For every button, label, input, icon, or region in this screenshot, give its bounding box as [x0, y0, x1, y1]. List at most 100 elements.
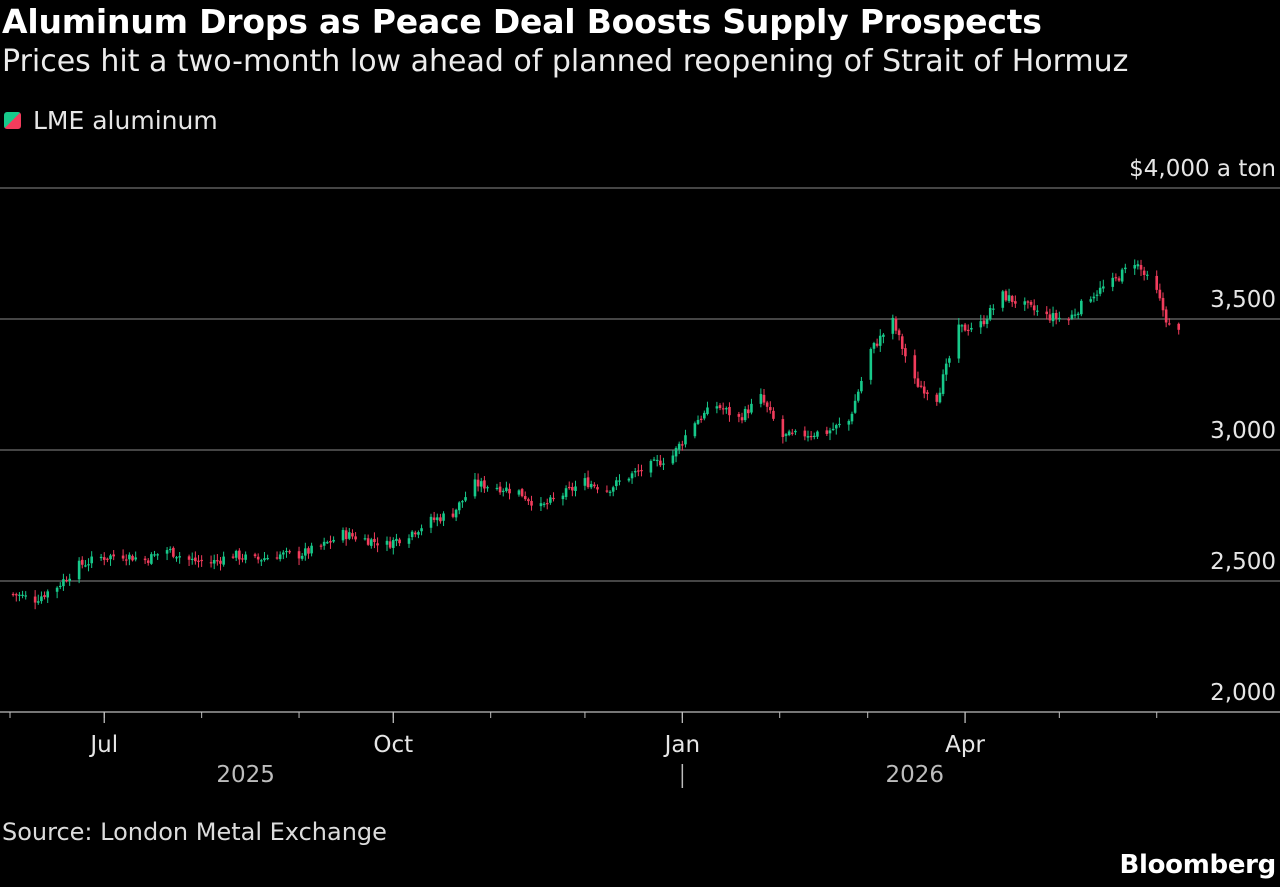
y-tick-label: $4,000 a ton	[1129, 156, 1276, 182]
candle-down	[1067, 319, 1071, 321]
candle-down	[388, 541, 392, 548]
candle-up	[178, 556, 181, 558]
candle-up	[948, 358, 951, 363]
candle-up	[1073, 314, 1077, 316]
candle-down	[307, 548, 310, 554]
candle-down	[329, 540, 332, 543]
candle-up	[684, 435, 687, 445]
candle-down	[605, 490, 609, 492]
candle-up	[941, 374, 945, 394]
source-note: Source: London Metal Exchange	[2, 818, 387, 846]
candle-down	[527, 499, 530, 502]
candle-down	[1004, 291, 1008, 301]
candle-up	[517, 490, 521, 495]
candle-down	[637, 470, 640, 472]
candle-up	[743, 408, 747, 421]
candle-down	[919, 385, 923, 387]
candle-up	[1036, 310, 1039, 312]
candle-down	[439, 517, 442, 522]
candle-down	[728, 407, 731, 416]
candle-down	[926, 392, 929, 394]
candle-up	[153, 554, 156, 556]
candle-up	[310, 545, 313, 554]
candle-up	[992, 308, 995, 310]
candle-down	[200, 559, 203, 562]
candle-down	[146, 560, 150, 563]
candle-up	[564, 488, 568, 497]
candle-up	[671, 455, 675, 464]
candle-up	[266, 557, 269, 560]
candle-up	[662, 463, 665, 465]
candle-down	[172, 547, 175, 557]
candle-down	[1155, 275, 1159, 290]
candle-down	[1139, 265, 1143, 270]
candle-up	[882, 334, 885, 337]
candle-up	[693, 423, 697, 437]
candle-down	[297, 551, 301, 559]
candle-down	[238, 550, 241, 560]
candle-down	[825, 430, 829, 434]
candle-down	[1167, 323, 1171, 325]
x-tick-label: Jul	[88, 732, 118, 758]
candle-down	[102, 557, 106, 560]
candle-up	[878, 335, 882, 346]
candle-up	[828, 430, 832, 434]
candle-up	[812, 435, 816, 437]
candle-up	[869, 349, 873, 380]
candle-down	[288, 551, 291, 553]
candle-up	[326, 542, 329, 544]
candle-down	[241, 558, 244, 560]
candle-up	[1007, 295, 1011, 302]
candle-up	[674, 448, 678, 457]
candle-up	[1136, 264, 1140, 267]
bloomberg-logo: Bloomberg	[1119, 850, 1276, 880]
candle-up	[816, 431, 819, 437]
candle-down	[1164, 309, 1168, 323]
candle-up	[677, 443, 681, 450]
candle-up	[300, 555, 304, 559]
candle-down	[366, 538, 370, 545]
candle-down	[256, 556, 260, 560]
candle-up	[435, 517, 439, 521]
candle-down	[894, 318, 898, 331]
x-tick-label: Apr	[945, 732, 985, 758]
candle-up	[806, 436, 810, 438]
candle-down	[1010, 295, 1014, 302]
candle-down	[718, 405, 722, 409]
candle-up	[539, 503, 543, 507]
candle-up	[501, 490, 505, 492]
candle-up	[1080, 300, 1083, 315]
candle-up	[234, 550, 238, 558]
y-tick-label: 3,000	[1210, 418, 1276, 444]
candle-up	[175, 557, 178, 559]
candle-up	[363, 538, 367, 540]
candle-down	[1014, 301, 1017, 304]
candle-down	[194, 557, 197, 562]
candle-up	[618, 480, 621, 482]
candle-down	[567, 486, 571, 489]
candle-up	[304, 548, 307, 556]
candle-up	[794, 430, 797, 433]
candle-up	[938, 392, 942, 403]
candle-down	[451, 513, 455, 517]
candle-up	[84, 565, 87, 567]
candle-up	[1001, 291, 1005, 308]
candle-down	[483, 480, 486, 489]
candle-down	[1026, 301, 1030, 303]
candle-up	[263, 558, 266, 561]
legend: LME aluminum	[4, 106, 218, 135]
candle-up	[21, 594, 24, 596]
candle-up	[831, 428, 835, 431]
candle-down	[65, 579, 68, 582]
candle-up	[750, 403, 753, 413]
candle-up	[62, 579, 65, 587]
candle-down	[131, 555, 134, 561]
candle-down	[875, 343, 879, 346]
candle-up	[190, 558, 194, 561]
candle-down	[344, 530, 348, 540]
candle-up	[391, 540, 395, 548]
candle-up	[128, 554, 131, 560]
candle-up	[341, 529, 345, 541]
candle-up	[134, 557, 137, 560]
candle-up	[891, 317, 895, 334]
